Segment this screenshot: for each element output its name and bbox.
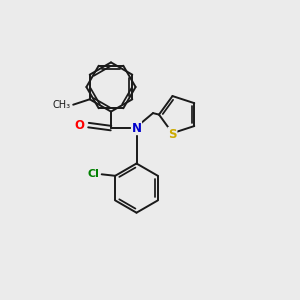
Text: CH₃: CH₃ — [53, 100, 71, 110]
Text: S: S — [168, 128, 177, 140]
Text: Cl: Cl — [88, 169, 100, 179]
Text: O: O — [75, 118, 85, 132]
Text: N: N — [131, 122, 142, 135]
